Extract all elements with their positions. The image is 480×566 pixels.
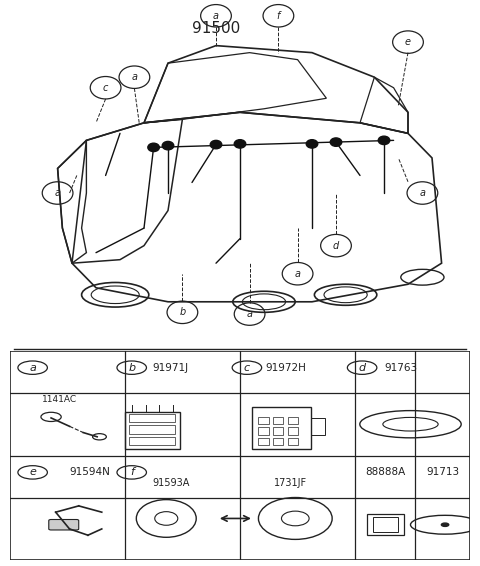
- Circle shape: [378, 136, 390, 144]
- Text: a: a: [420, 188, 425, 198]
- Text: f: f: [276, 11, 280, 21]
- Text: b: b: [128, 363, 135, 372]
- Text: 91971J: 91971J: [153, 363, 189, 372]
- Text: 91763: 91763: [384, 363, 418, 372]
- Text: a: a: [132, 72, 137, 82]
- Text: c: c: [103, 83, 108, 93]
- Text: d: d: [333, 241, 339, 251]
- Text: c: c: [244, 363, 250, 372]
- Text: 91593A: 91593A: [152, 478, 190, 488]
- Text: a: a: [29, 363, 36, 372]
- Text: a: a: [213, 11, 219, 21]
- Text: 91500: 91500: [192, 20, 240, 36]
- Text: e: e: [29, 468, 36, 477]
- Circle shape: [210, 140, 222, 149]
- Circle shape: [330, 138, 342, 147]
- Text: 1731JF: 1731JF: [274, 478, 307, 488]
- Circle shape: [148, 143, 159, 152]
- Text: a: a: [295, 269, 300, 278]
- Text: b: b: [179, 307, 186, 318]
- Text: 91713: 91713: [426, 468, 459, 477]
- Text: d: d: [359, 363, 366, 372]
- Circle shape: [234, 140, 246, 148]
- Text: 88888A: 88888A: [365, 468, 405, 477]
- Text: e: e: [405, 37, 411, 47]
- Text: a: a: [55, 188, 60, 198]
- Text: 91972H: 91972H: [265, 363, 307, 372]
- Text: 1141AC: 1141AC: [42, 395, 77, 404]
- Text: f: f: [130, 468, 133, 477]
- Circle shape: [442, 523, 449, 526]
- Circle shape: [162, 142, 174, 150]
- FancyBboxPatch shape: [49, 520, 79, 530]
- Text: 91594N: 91594N: [70, 468, 110, 477]
- Text: a: a: [247, 309, 252, 319]
- Circle shape: [306, 140, 318, 148]
